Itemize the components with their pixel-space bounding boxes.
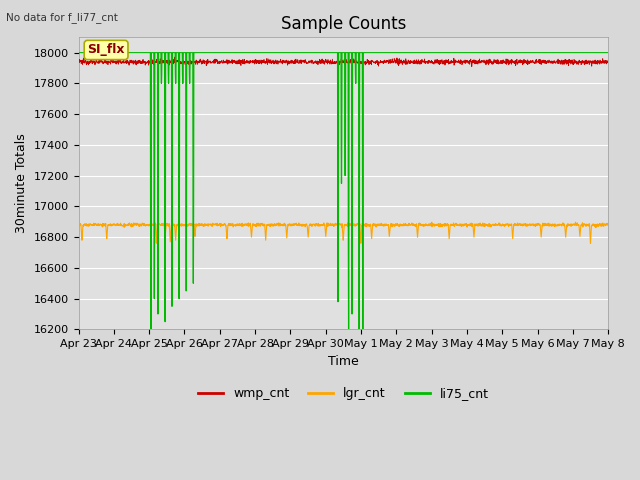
Text: No data for f_li77_cnt: No data for f_li77_cnt [6,12,118,23]
X-axis label: Time: Time [328,355,358,368]
Text: SI_flx: SI_flx [87,44,125,57]
Legend: wmp_cnt, lgr_cnt, li75_cnt: wmp_cnt, lgr_cnt, li75_cnt [193,382,493,405]
Y-axis label: 30minute Totals: 30minute Totals [15,133,28,233]
Title: Sample Counts: Sample Counts [280,15,406,33]
